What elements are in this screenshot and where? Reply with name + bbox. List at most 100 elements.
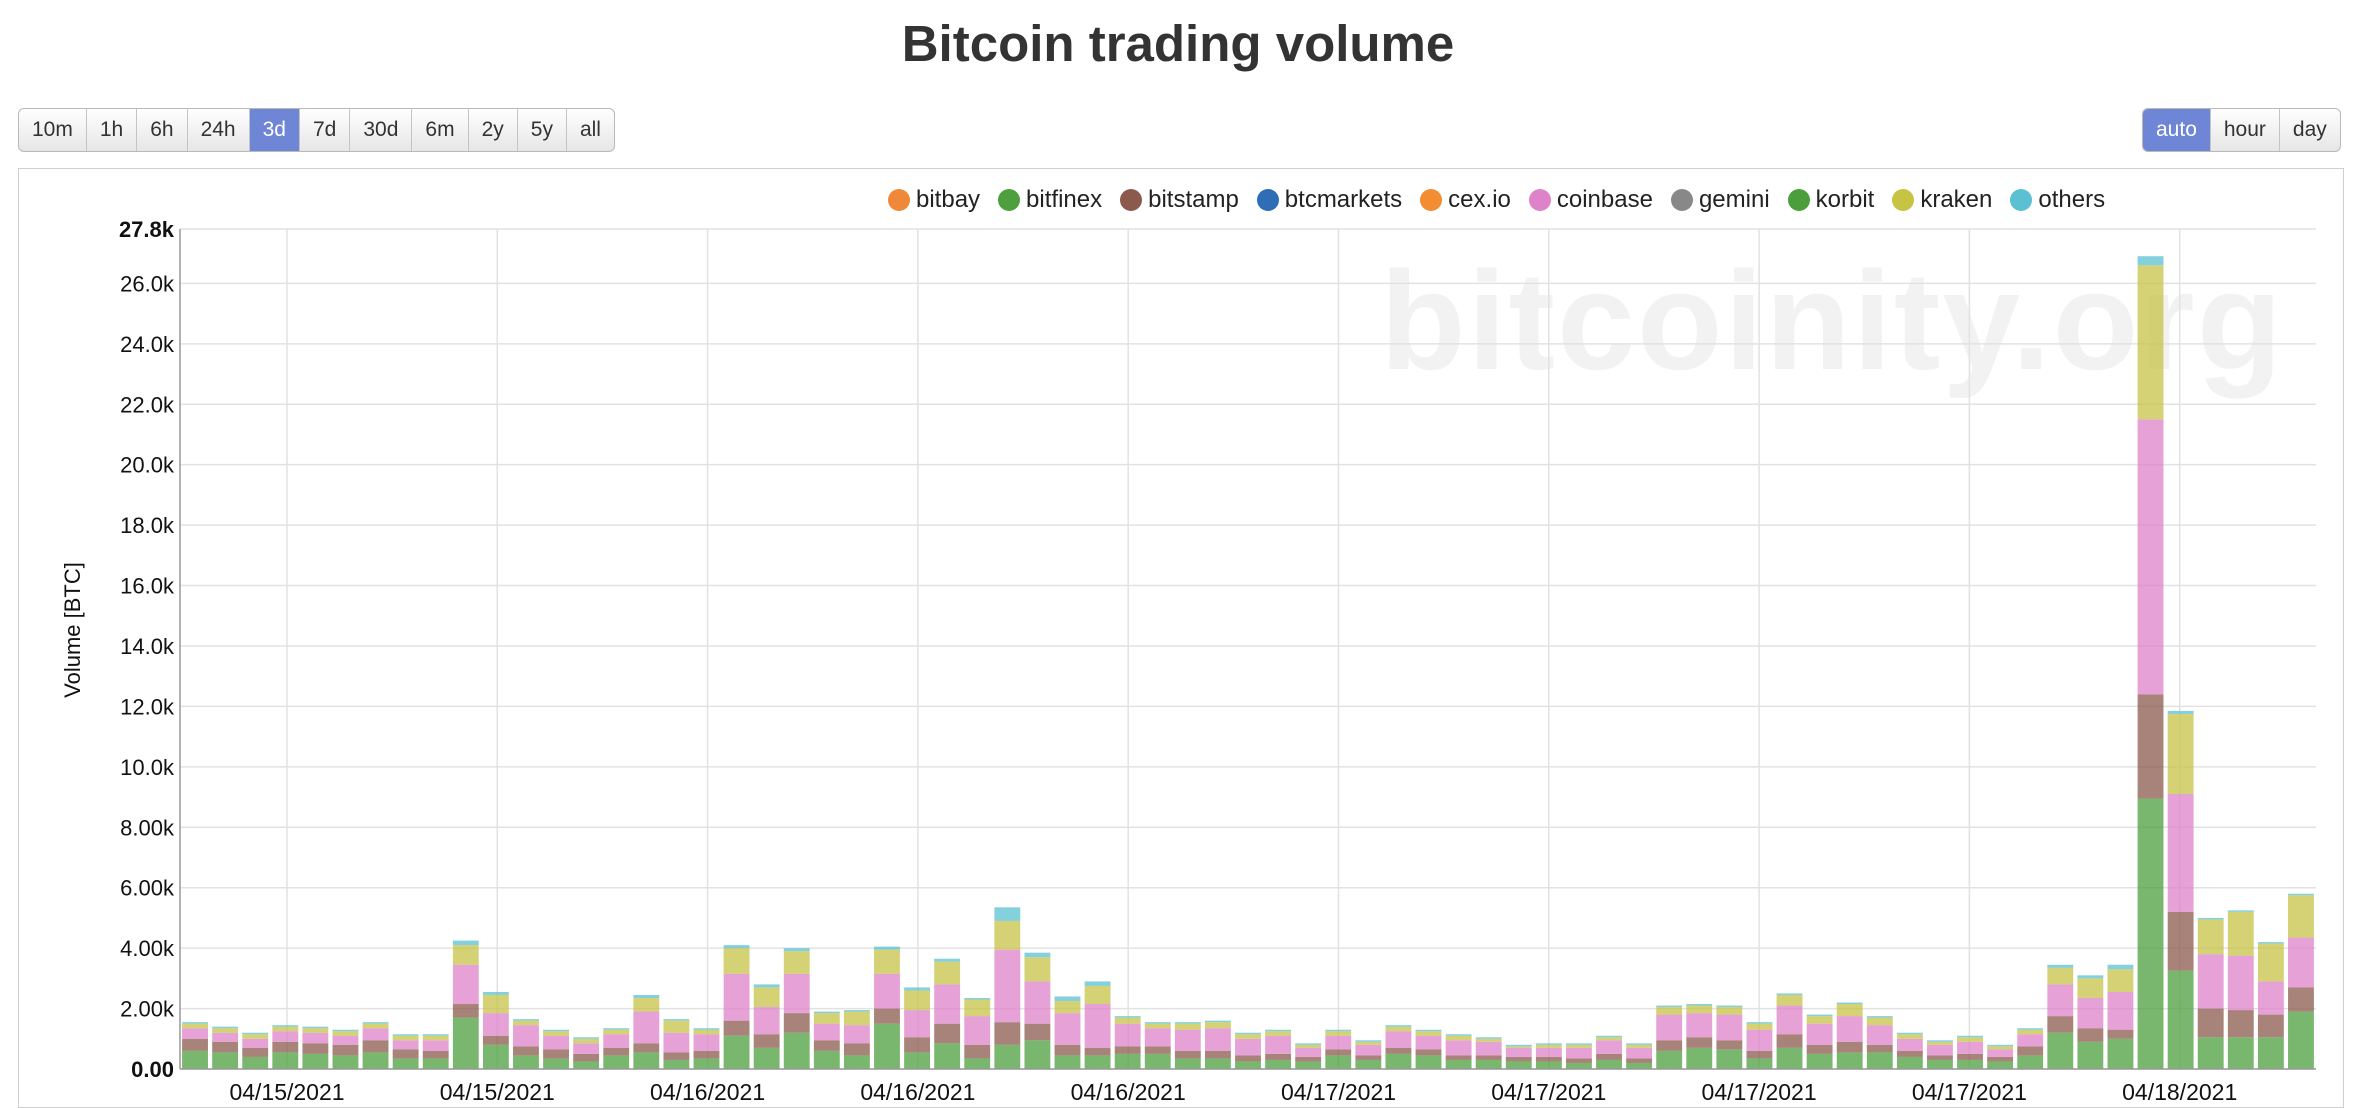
bar-segment-bitfinex[interactable]: [1355, 1059, 1382, 1069]
bar-segment-kraken[interactable]: [934, 961, 961, 985]
bar-segment-kraken[interactable]: [513, 1020, 539, 1026]
bar-segment-kraken[interactable]: [843, 1011, 870, 1026]
bar-segment-coinbase[interactable]: [723, 973, 750, 1021]
bar-segment-bitfinex[interactable]: [1295, 1061, 1322, 1069]
bar-segment-coinbase[interactable]: [1957, 1041, 1983, 1054]
bar-segment-bitstamp[interactable]: [452, 1004, 479, 1018]
bar-segment-bitfinex[interactable]: [2077, 1041, 2104, 1069]
bar-segment-coinbase[interactable]: [543, 1035, 569, 1050]
bar-segment-bitfinex[interactable]: [1054, 1055, 1081, 1069]
bar-segment-bitfinex[interactable]: [663, 1059, 690, 1069]
bar-segment-bitfinex[interactable]: [1174, 1058, 1201, 1069]
bar-segment-coinbase[interactable]: [1024, 981, 1051, 1024]
bar-segment-others[interactable]: [272, 1025, 299, 1027]
bar-segment-others[interactable]: [1716, 1005, 1743, 1008]
bar-segment-bitstamp[interactable]: [272, 1041, 299, 1053]
bar-segment-bitstamp[interactable]: [422, 1050, 449, 1059]
bar-segment-others[interactable]: [1445, 1034, 1472, 1036]
bar-segment-kraken[interactable]: [1084, 985, 1111, 1005]
range-6m-button[interactable]: 6m: [412, 109, 469, 151]
bar-segment-bitstamp[interactable]: [2107, 1029, 2134, 1039]
bar-segment-bitstamp[interactable]: [693, 1050, 720, 1059]
bar-segment-bitstamp[interactable]: [1204, 1050, 1231, 1059]
bar-segment-bitfinex[interactable]: [302, 1053, 329, 1069]
bar-segment-coinbase[interactable]: [1987, 1049, 2014, 1057]
bar-segment-bitstamp[interactable]: [1746, 1050, 1773, 1059]
bar-segment-bitstamp[interactable]: [2197, 1008, 2224, 1038]
bar-segment-bitfinex[interactable]: [783, 1032, 810, 1069]
bar-segment-bitstamp[interactable]: [1024, 1023, 1051, 1041]
bar-segment-bitstamp[interactable]: [633, 1043, 660, 1053]
bar-segment-bitstamp[interactable]: [1565, 1058, 1592, 1063]
bar-segment-kraken[interactable]: [362, 1023, 389, 1029]
bar-segment-bitfinex[interactable]: [2257, 1037, 2284, 1069]
bar-segment-others[interactable]: [1235, 1032, 1261, 1035]
bar-segment-bitfinex[interactable]: [482, 1044, 509, 1069]
bar-segment-bitstamp[interactable]: [1596, 1053, 1622, 1060]
bar-segment-kraken[interactable]: [663, 1020, 690, 1033]
bar-segment-kraken[interactable]: [1806, 1016, 1833, 1024]
bar-segment-bitfinex[interactable]: [2137, 798, 2164, 1069]
bar-segment-coinbase[interactable]: [1836, 1016, 1863, 1042]
bar-segment-bitstamp[interactable]: [1295, 1056, 1322, 1062]
bar-segment-bitstamp[interactable]: [964, 1044, 991, 1059]
bar-segment-others[interactable]: [904, 987, 931, 991]
bar-segment-others[interactable]: [1565, 1043, 1592, 1045]
bar-segment-kraken[interactable]: [452, 945, 479, 965]
bar-segment-kraken[interactable]: [723, 948, 750, 974]
bar-segment-others[interactable]: [1295, 1043, 1322, 1045]
bar-segment-others[interactable]: [1144, 1022, 1171, 1024]
bar-segment-others[interactable]: [1927, 1040, 1953, 1042]
bar-segment-others[interactable]: [783, 948, 810, 952]
bar-segment-bitstamp[interactable]: [753, 1034, 780, 1048]
bar-segment-bitstamp[interactable]: [362, 1040, 389, 1053]
bar-segment-kraken[interactable]: [753, 987, 780, 1008]
legend-item-others[interactable]: others: [2010, 186, 2105, 214]
bar-segment-coinbase[interactable]: [693, 1034, 720, 1051]
bar-segment-bitfinex[interactable]: [452, 1017, 479, 1069]
bar-segment-others[interactable]: [1746, 1022, 1773, 1024]
bar-segment-bitfinex[interactable]: [1806, 1053, 1833, 1069]
bar-segment-coinbase[interactable]: [1746, 1029, 1773, 1051]
bar-segment-kraken[interactable]: [1957, 1037, 1983, 1042]
bar-segment-coinbase[interactable]: [1505, 1047, 1532, 1057]
bar-segment-coinbase[interactable]: [1385, 1031, 1412, 1048]
bar-segment-bitfinex[interactable]: [1114, 1053, 1141, 1069]
bar-segment-coinbase[interactable]: [1445, 1040, 1472, 1056]
bar-segment-kraken[interactable]: [1235, 1034, 1261, 1039]
bar-segment-others[interactable]: [1114, 1016, 1141, 1018]
bar-segment-bitfinex[interactable]: [1776, 1047, 1803, 1069]
bar-segment-bitstamp[interactable]: [1927, 1055, 1953, 1060]
bar-segment-bitstamp[interactable]: [332, 1044, 359, 1056]
bar-segment-kraken[interactable]: [1024, 957, 1051, 982]
bar-segment-bitstamp[interactable]: [2288, 987, 2314, 1012]
legend-item-cexio[interactable]: cex.io: [1420, 186, 1511, 214]
bar-segment-kraken[interactable]: [1325, 1031, 1352, 1036]
bar-segment-coinbase[interactable]: [272, 1031, 299, 1042]
bar-segment-bitstamp[interactable]: [813, 1040, 840, 1051]
bar-segment-bitfinex[interactable]: [513, 1055, 539, 1069]
bar-segment-bitstamp[interactable]: [392, 1049, 419, 1059]
bar-segment-bitstamp[interactable]: [1806, 1044, 1833, 1054]
bar-segment-coinbase[interactable]: [603, 1034, 630, 1048]
bar-segment-others[interactable]: [302, 1026, 329, 1029]
bar-segment-bitfinex[interactable]: [212, 1052, 239, 1069]
bar-segment-others[interactable]: [1806, 1014, 1833, 1017]
bar-segment-bitfinex[interactable]: [543, 1058, 569, 1069]
bar-segment-kraken[interactable]: [573, 1038, 600, 1044]
bar-segment-bitstamp[interactable]: [904, 1037, 931, 1053]
bar-segment-others[interactable]: [2257, 942, 2284, 944]
bar-segment-coinbase[interactable]: [904, 1010, 931, 1038]
bar-segment-bitfinex[interactable]: [1746, 1058, 1773, 1069]
bar-segment-kraken[interactable]: [1535, 1044, 1562, 1048]
bar-segment-kraken[interactable]: [964, 999, 991, 1017]
bar-segment-others[interactable]: [1505, 1044, 1532, 1047]
bar-segment-bitfinex[interactable]: [1265, 1059, 1292, 1069]
bar-segment-others[interactable]: [2288, 893, 2314, 896]
bar-segment-coinbase[interactable]: [1686, 1013, 1713, 1038]
bar-segment-coinbase[interactable]: [1235, 1038, 1261, 1056]
bar-segment-others[interactable]: [1084, 981, 1111, 986]
bar-segment-kraken[interactable]: [2107, 969, 2134, 992]
bar-segment-kraken[interactable]: [1656, 1007, 1683, 1015]
legend-item-korbit[interactable]: korbit: [1787, 186, 1874, 214]
